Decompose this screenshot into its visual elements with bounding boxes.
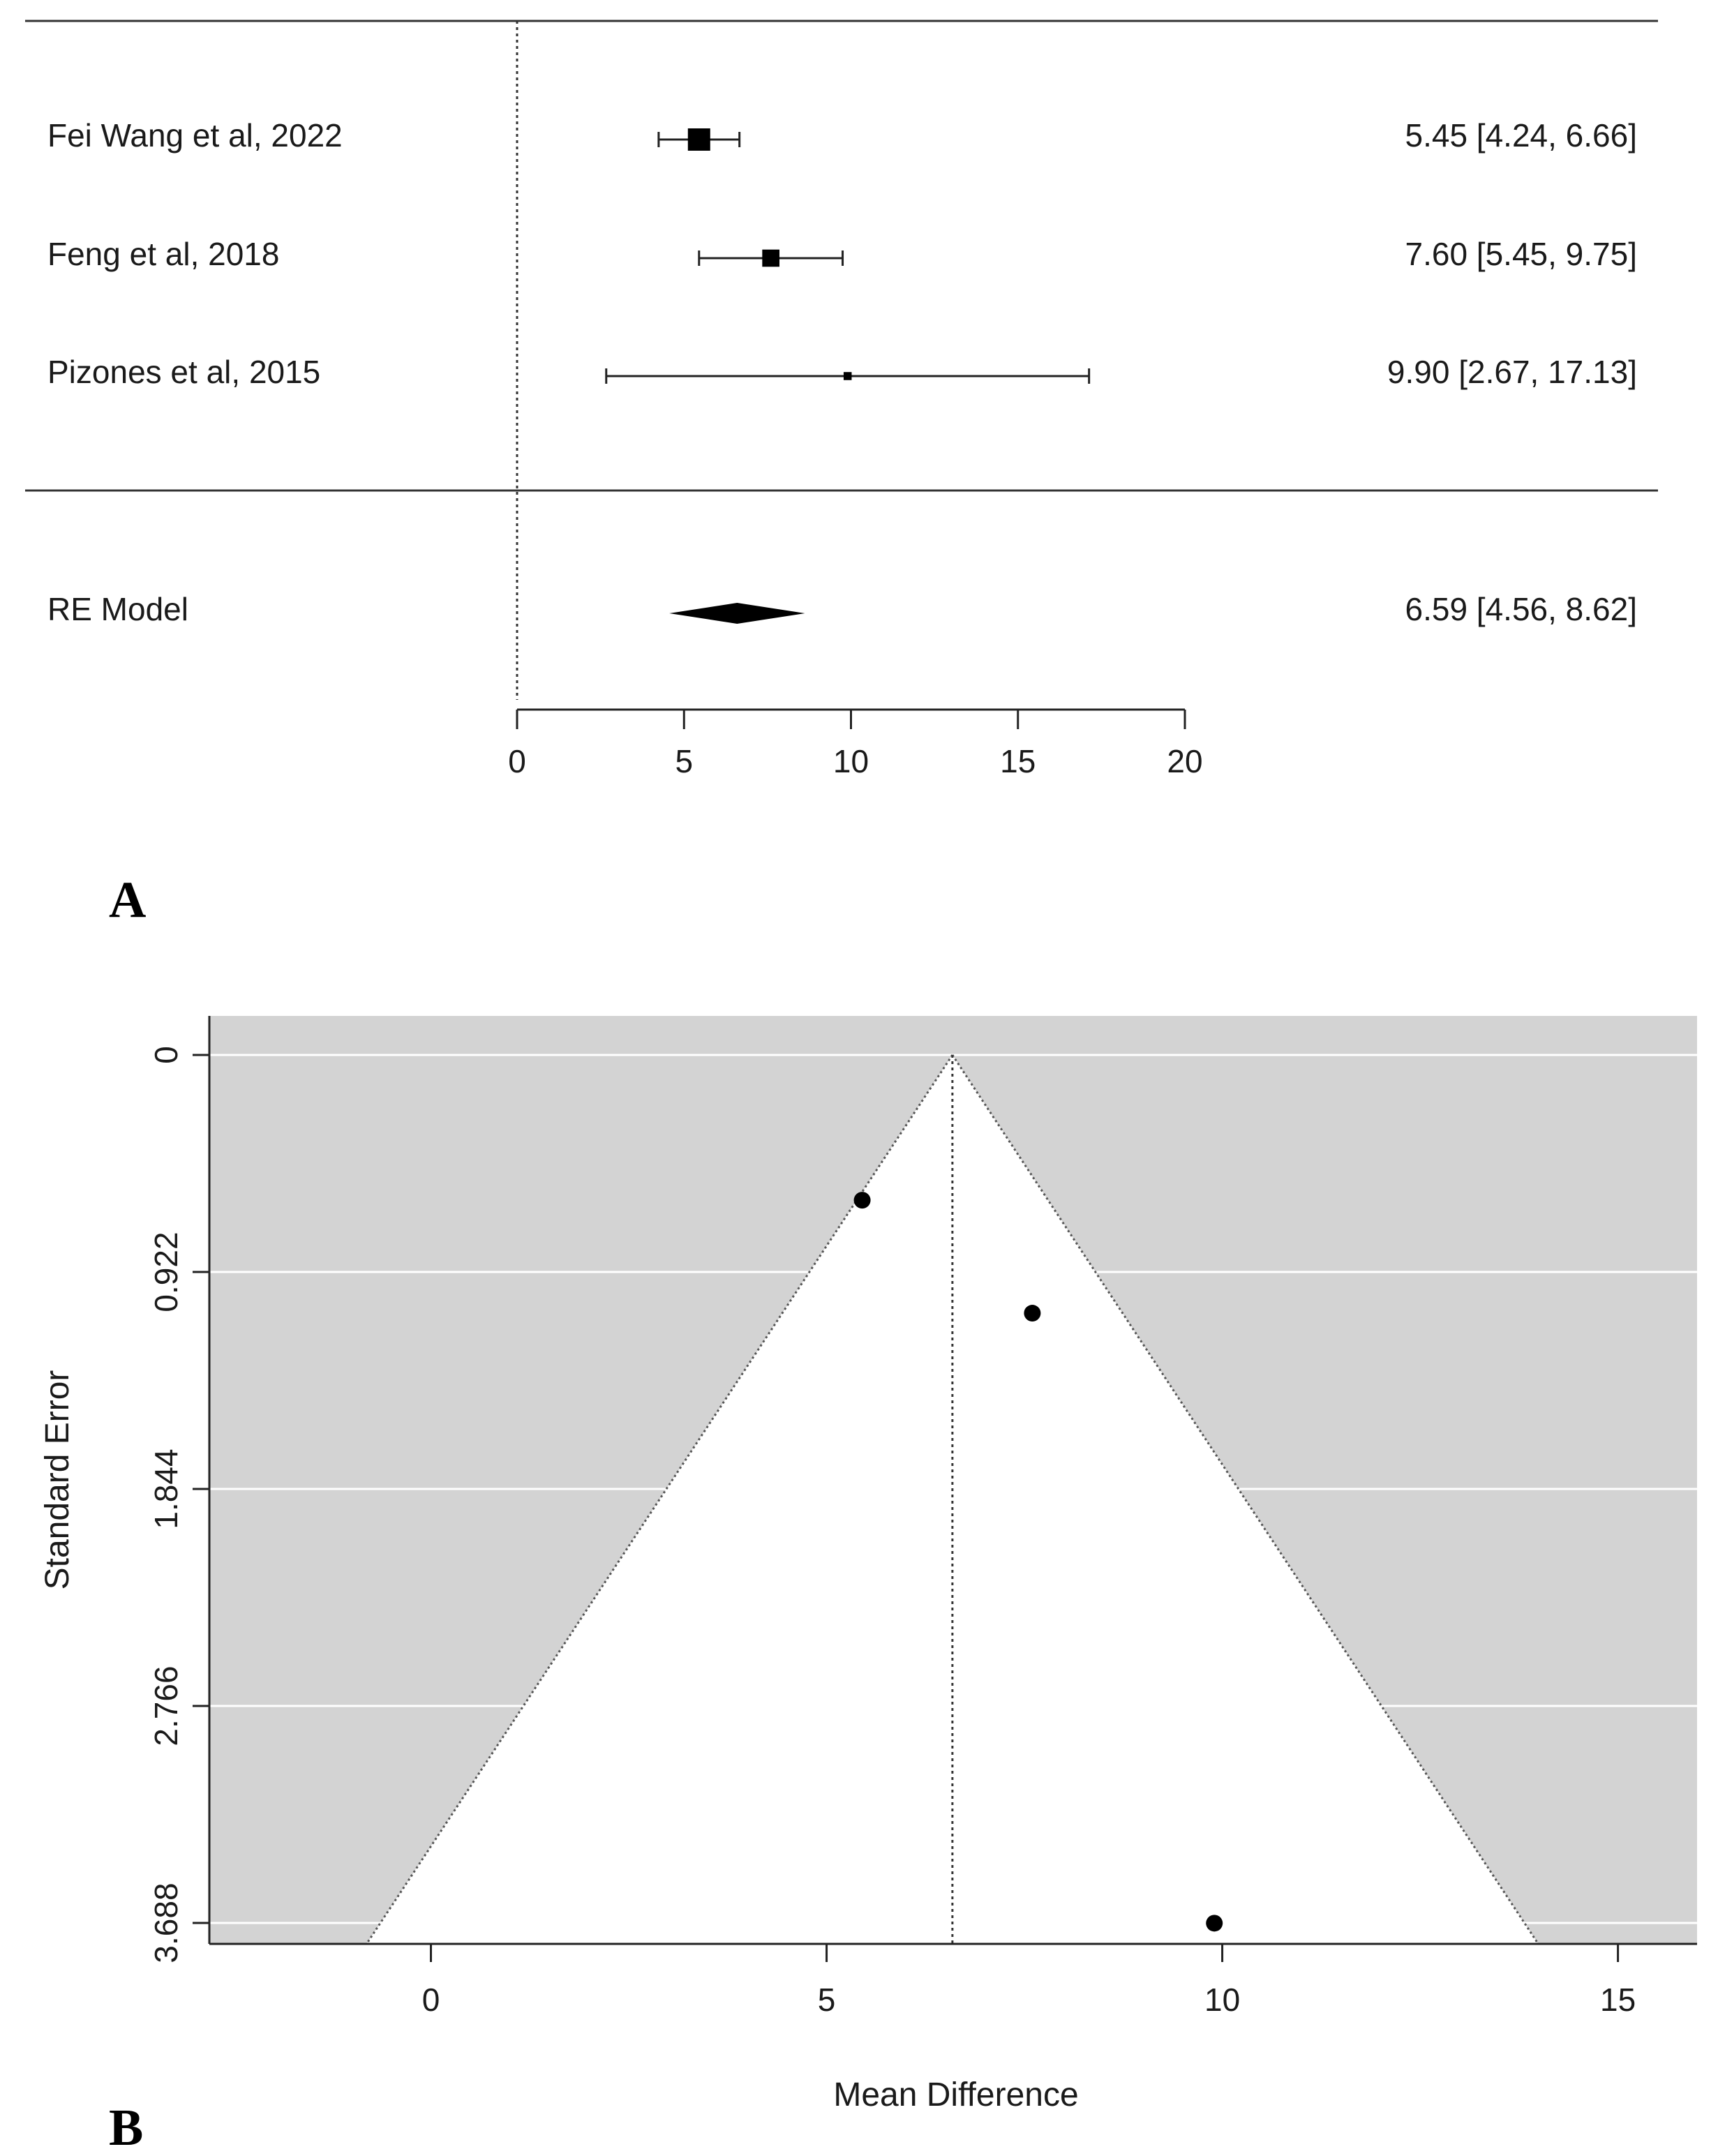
forest-x-axis: 0 5 10 15 20 bbox=[508, 708, 1203, 779]
forest-x-tick-label: 0 bbox=[508, 743, 526, 779]
forest-x-ticks: 0 5 10 15 20 bbox=[508, 710, 1203, 779]
funnel-x-tick-label: 0 bbox=[422, 1982, 440, 2018]
study-label: Fei Wang et al, 2022 bbox=[47, 117, 343, 154]
study-ci-text: 5.45 [4.24, 6.66] bbox=[1405, 117, 1638, 154]
funnel-point bbox=[1024, 1305, 1041, 1322]
funnel-y-tick-label: 0.922 bbox=[148, 1232, 184, 1312]
funnel-plot: 0 5 10 15 0 0.922 1.844 2.766 3.688 Mean Differ… bbox=[39, 1016, 1697, 2156]
funnel-y-tick-label: 1.844 bbox=[148, 1448, 184, 1529]
study-point-estimate bbox=[762, 249, 779, 267]
study-row: Feng et al, 2018 7.60 [5.45, 9.75] bbox=[47, 236, 1637, 272]
study-row: Pizones et al, 2015 9.90 [2.67, 17.13] bbox=[47, 354, 1637, 390]
study-point-estimate bbox=[687, 128, 710, 151]
forest-x-tick-label: 15 bbox=[1000, 743, 1036, 779]
funnel-point bbox=[1206, 1915, 1223, 1932]
funnel-y-tick-label: 0 bbox=[148, 1046, 184, 1064]
summary-row: RE Model 6.59 [4.56, 8.62] bbox=[47, 591, 1637, 627]
summary-diamond bbox=[669, 603, 805, 624]
funnel-y-tick-label: 3.688 bbox=[148, 1882, 184, 1963]
study-label: Feng et al, 2018 bbox=[47, 236, 279, 272]
study-point-estimate bbox=[843, 372, 852, 380]
forest-x-tick-label: 20 bbox=[1167, 743, 1202, 779]
study-row: Fei Wang et al, 2022 5.45 [4.24, 6.66] bbox=[47, 117, 1637, 154]
funnel-y-axis-label: Standard Error bbox=[39, 1370, 76, 1590]
funnel-y-tick-label: 2.766 bbox=[148, 1665, 184, 1746]
funnel-y-ticks: 0 0.922 1.844 2.766 3.688 bbox=[148, 1046, 209, 1963]
summary-label: RE Model bbox=[47, 591, 188, 627]
study-ci-text: 9.90 [2.67, 17.13] bbox=[1387, 354, 1637, 390]
funnel-x-tick-label: 15 bbox=[1600, 1982, 1636, 2018]
panel-label-b: B bbox=[109, 2099, 143, 2156]
forest-x-tick-label: 10 bbox=[833, 743, 869, 779]
funnel-x-tick-label: 10 bbox=[1204, 1982, 1240, 2018]
funnel-point bbox=[853, 1192, 871, 1209]
forest-x-tick-label: 5 bbox=[675, 743, 693, 779]
study-label: Pizones et al, 2015 bbox=[47, 354, 320, 390]
forest-plot: Fei Wang et al, 2022 5.45 [4.24, 6.66] F… bbox=[25, 20, 1658, 929]
funnel-x-tick-label: 5 bbox=[818, 1982, 836, 2018]
funnel-confidence-region bbox=[366, 1055, 1539, 1944]
summary-ci-text: 6.59 [4.56, 8.62] bbox=[1405, 591, 1638, 627]
study-ci-text: 7.60 [5.45, 9.75] bbox=[1405, 236, 1638, 272]
funnel-x-ticks: 0 5 10 15 bbox=[422, 1944, 1636, 2018]
panel-label-a: A bbox=[109, 871, 146, 929]
funnel-points bbox=[853, 1192, 1223, 1932]
funnel-right-boundary bbox=[951, 1054, 1539, 1945]
funnel-x-axis-label: Mean Difference bbox=[833, 2076, 1078, 2113]
